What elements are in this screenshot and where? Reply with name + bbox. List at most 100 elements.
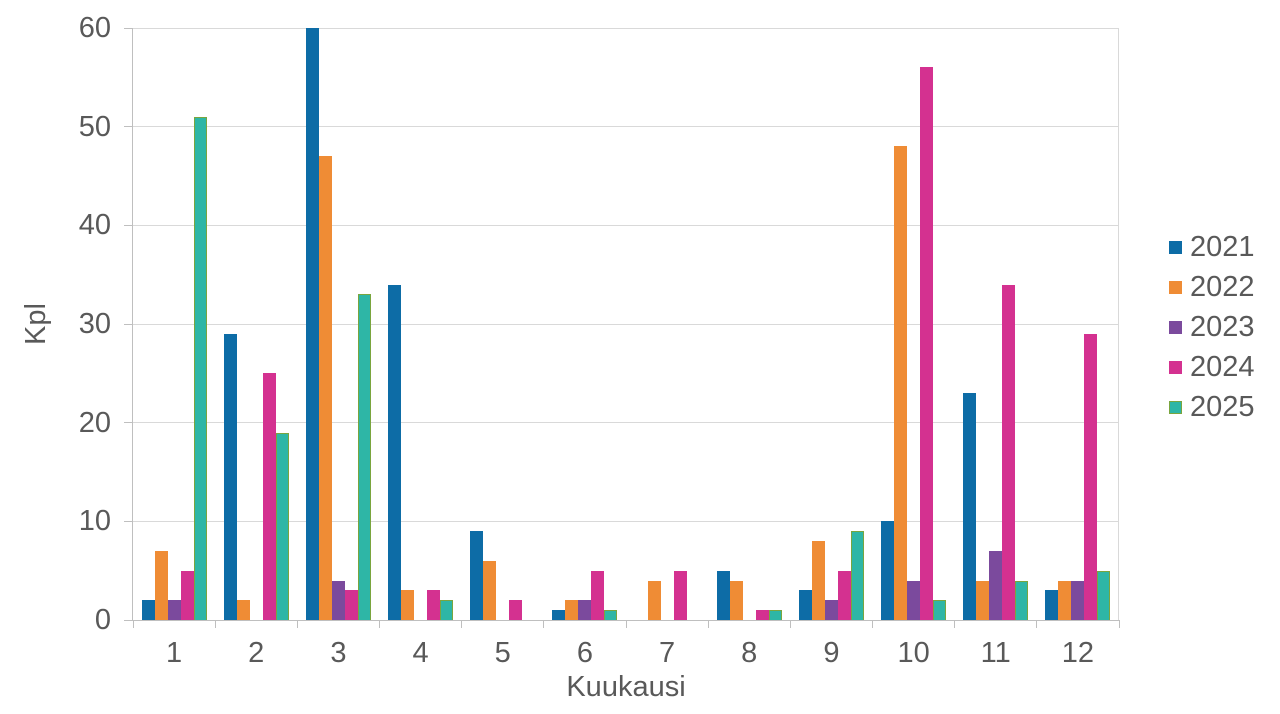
bar-2021-month-11 xyxy=(963,393,977,620)
x-tick-8 xyxy=(789,620,791,628)
y-axis-line xyxy=(132,28,133,620)
bar-group-3 xyxy=(297,28,379,620)
x-tick-6 xyxy=(625,620,627,628)
legend-swatch-2023 xyxy=(1169,320,1182,334)
bar-2024-month-10 xyxy=(920,67,934,620)
x-tick-label-10: 10 xyxy=(897,637,930,669)
legend-item-2025: 2025 xyxy=(1169,387,1255,427)
bar-2022-month-4 xyxy=(401,590,415,620)
x-tick-5 xyxy=(543,620,545,628)
x-tick-label-4: 4 xyxy=(412,637,429,669)
bar-2022-month-7 xyxy=(647,580,661,620)
x-tick-2 xyxy=(296,620,298,628)
bar-2023-month-6 xyxy=(578,600,592,620)
bar-2021-month-3 xyxy=(305,28,319,620)
x-tick-label-8: 8 xyxy=(741,637,758,669)
gridline-20 xyxy=(133,422,1119,424)
bar-group-2 xyxy=(215,28,297,620)
bar-group-4 xyxy=(380,28,462,620)
x-tick-label-5: 5 xyxy=(494,637,511,669)
x-tick-0 xyxy=(132,620,134,628)
x-tick-label-3: 3 xyxy=(330,637,347,669)
bar-group-11 xyxy=(955,28,1037,620)
y-tick-label-40: 40 xyxy=(78,209,111,242)
bar-2022-month-12 xyxy=(1058,580,1072,620)
bar-2024-month-7 xyxy=(673,570,687,620)
legend-label-2021: 2021 xyxy=(1190,230,1255,263)
bar-2024-month-2 xyxy=(262,373,276,620)
bar-2021-month-6 xyxy=(552,610,566,620)
x-tick-4 xyxy=(461,620,463,628)
bar-2022-month-11 xyxy=(976,580,990,620)
bar-2024-month-8 xyxy=(755,610,769,620)
bar-2021-month-12 xyxy=(1045,590,1059,620)
y-tick-label-60: 60 xyxy=(78,12,111,44)
bar-2025-month-12 xyxy=(1097,570,1111,620)
bar-2024-month-6 xyxy=(591,570,605,620)
bar-2021-month-5 xyxy=(470,531,484,620)
bar-2025-month-9 xyxy=(850,531,864,620)
bar-2022-month-10 xyxy=(894,146,908,620)
bar-2021-month-8 xyxy=(716,570,730,620)
y-tick-20 xyxy=(124,422,132,424)
x-tick-label-2: 2 xyxy=(248,637,265,669)
bar-2025-month-2 xyxy=(275,432,289,620)
legend-label-2022: 2022 xyxy=(1190,270,1255,303)
bar-group-9 xyxy=(790,28,872,620)
bar-2022-month-3 xyxy=(318,156,332,620)
x-tick-1 xyxy=(214,620,216,628)
bar-2024-month-4 xyxy=(427,590,441,620)
plot-area xyxy=(124,27,1120,628)
x-tick-7 xyxy=(707,620,709,628)
legend-swatch-2024 xyxy=(1169,360,1182,374)
bar-2022-month-6 xyxy=(565,600,579,620)
legend-swatch-2021 xyxy=(1169,240,1182,254)
bar-2021-month-9 xyxy=(798,590,812,620)
bar-2023-month-11 xyxy=(989,550,1003,620)
bar-2025-month-1 xyxy=(193,116,207,620)
bar-2022-month-9 xyxy=(811,541,825,620)
legend: 2021 2022 2023 2024 2025 xyxy=(1169,227,1255,427)
gridline-50 xyxy=(133,126,1119,128)
bar-2022-month-1 xyxy=(154,550,168,620)
x-tick-label-11: 11 xyxy=(980,637,1011,669)
bar-group-10 xyxy=(873,28,955,620)
legend-label-2025: 2025 xyxy=(1190,390,1255,423)
x-tick-label-6: 6 xyxy=(576,637,593,669)
bar-2021-month-2 xyxy=(223,333,237,620)
x-tick-11 xyxy=(1036,620,1038,628)
bar-2025-month-11 xyxy=(1015,580,1029,620)
legend-label-2024: 2024 xyxy=(1190,350,1255,383)
bar-group-1 xyxy=(133,28,215,620)
bar-2021-month-4 xyxy=(388,284,402,620)
gridline-10 xyxy=(133,520,1119,522)
bar-2024-month-12 xyxy=(1084,333,1098,620)
y-tick-50 xyxy=(124,126,132,128)
x-axis-title: Kuukausi xyxy=(566,671,686,703)
gridline-40 xyxy=(133,224,1119,226)
legend-swatch-2025 xyxy=(1169,400,1182,414)
bar-2022-month-5 xyxy=(483,560,497,620)
legend-label-2023: 2023 xyxy=(1190,310,1255,343)
bar-2025-month-3 xyxy=(357,294,371,620)
bar-2022-month-8 xyxy=(729,580,743,620)
bar-2023-month-10 xyxy=(907,580,921,620)
bar-2024-month-1 xyxy=(180,570,194,620)
x-tick-3 xyxy=(379,620,380,628)
bar-group-12 xyxy=(1037,28,1119,620)
y-tick-label-20: 20 xyxy=(78,406,111,439)
bar-2025-month-8 xyxy=(768,610,782,620)
y-tick-40 xyxy=(124,224,132,226)
y-tick-0 xyxy=(124,619,132,621)
x-tick-9 xyxy=(872,620,873,628)
x-tick-label-9: 9 xyxy=(823,637,840,669)
bar-2025-month-10 xyxy=(933,600,947,620)
y-tick-label-50: 50 xyxy=(78,110,111,143)
gridline-30 xyxy=(133,323,1119,325)
bar-2023-month-9 xyxy=(824,600,838,620)
x-tick-label-1: 1 xyxy=(166,637,183,669)
y-tick-30 xyxy=(124,323,132,325)
bar-2024-month-5 xyxy=(509,600,523,620)
y-tick-label-30: 30 xyxy=(78,308,111,340)
